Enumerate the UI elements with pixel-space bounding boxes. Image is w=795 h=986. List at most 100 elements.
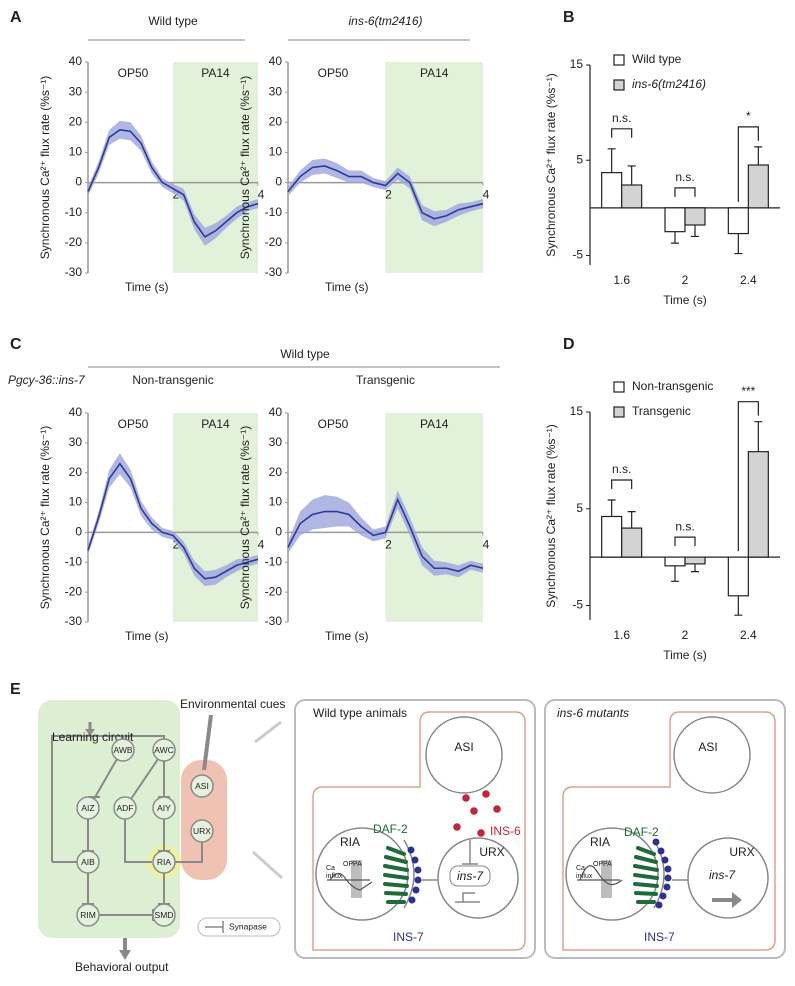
- significance-bracket: [674, 187, 696, 197]
- y-tick-label: 30: [69, 435, 83, 449]
- y-axis-label: Synchronous Ca²⁺ flux rate (%s⁻¹): [544, 424, 558, 607]
- line: [87, 462, 259, 580]
- label: ASI: [454, 740, 473, 754]
- error-band: [288, 158, 483, 227]
- legend-box: [197, 917, 281, 937]
- chart-title: ins-6(tm2416): [348, 14, 422, 28]
- neuron-label: SMD: [155, 910, 174, 920]
- y-tick-label: 20: [269, 465, 283, 479]
- legend-label: ins-6(tm2416): [632, 77, 706, 91]
- neuron: [152, 850, 176, 874]
- y-tick-label: 5: [576, 152, 583, 166]
- y-tick-label: 10: [69, 495, 83, 509]
- neuron-label: ASI: [195, 781, 209, 791]
- pa-window: [351, 860, 362, 898]
- legend-label: Transgenic: [632, 404, 691, 418]
- significance-bracket: [611, 128, 633, 138]
- y-tick-label: -5: [572, 248, 583, 262]
- x-axis-label: Time (s): [663, 648, 707, 662]
- neuron: [152, 903, 176, 927]
- neuron: [152, 796, 176, 820]
- error-bar: [754, 146, 763, 165]
- y-tick-label: -30: [265, 265, 283, 279]
- arrow-head: [119, 950, 131, 960]
- label: INS-6: [490, 824, 521, 838]
- legend-symbol: [205, 921, 224, 933]
- error-bar: [671, 231, 679, 244]
- dot: [477, 829, 485, 837]
- wire: [93, 758, 165, 800]
- neuron: [152, 738, 176, 762]
- label: INS-7: [644, 930, 675, 944]
- panel-label: C: [10, 336, 22, 353]
- dot: [659, 892, 667, 900]
- y-tick-label: -30: [65, 614, 83, 628]
- daf2-receptors: [633, 846, 659, 904]
- dot: [657, 847, 665, 855]
- x-tick-label: 4: [483, 538, 490, 552]
- asi-cell: [425, 716, 503, 794]
- error-bar: [754, 421, 763, 452]
- receptor: [633, 846, 659, 904]
- label: DAF-2: [624, 825, 659, 839]
- x-tick-label: 2: [385, 538, 392, 552]
- y-axis-label: Synchronous Ca²⁺ flux rate (%s⁻¹): [544, 73, 558, 256]
- x-axis-label: Time (s): [125, 280, 169, 294]
- membrane: [653, 839, 665, 909]
- panel-box: [544, 699, 786, 959]
- bar: [621, 527, 643, 558]
- legend-swatch: [613, 406, 625, 418]
- annotation: PA14: [420, 66, 449, 80]
- line: [87, 128, 259, 238]
- x-tick-label: 1.6: [613, 628, 630, 642]
- y-tick-label: 15: [570, 404, 584, 418]
- error-bar: [671, 565, 679, 582]
- bar: [621, 184, 643, 209]
- bar: [601, 515, 623, 558]
- x-axis-label: Time (s): [125, 629, 169, 643]
- x-tick-label: 4: [258, 538, 265, 552]
- neuron-label: AIY: [157, 803, 171, 813]
- neuron: [190, 819, 214, 843]
- annotation: OP50: [118, 417, 149, 431]
- y-axis-label: Synchronous Ca²⁺ flux rate (%s⁻¹): [38, 76, 52, 259]
- panel-label: A: [10, 9, 22, 26]
- annotation: OP50: [318, 417, 349, 431]
- line: [287, 497, 484, 573]
- neuron: [113, 796, 137, 820]
- asi-cell: [673, 716, 751, 794]
- legend-label: Wild type: [632, 52, 682, 66]
- y-tick-label: 5: [576, 501, 583, 515]
- neuron-label: RIM: [80, 910, 96, 920]
- label: influx: [326, 873, 343, 880]
- bar: [727, 207, 749, 235]
- annotation: PA14: [201, 417, 230, 431]
- bar: [684, 207, 706, 226]
- error-bar: [627, 511, 636, 529]
- legend-swatch: [613, 381, 625, 393]
- daf2-receptors: [383, 846, 409, 904]
- y-tick-label: -20: [65, 235, 83, 249]
- y-tick-label: 30: [269, 84, 283, 98]
- x-tick-label: 2: [385, 188, 392, 202]
- y-tick-label: 15: [570, 57, 584, 71]
- x-tick-label: 2: [682, 273, 689, 287]
- y-tick-label: 0: [75, 175, 82, 189]
- y-tick-label: -20: [265, 584, 283, 598]
- y-axis-label: Synchronous Ca²⁺ flux rate (%s⁻¹): [238, 426, 252, 609]
- panel-label: D: [563, 336, 575, 353]
- label: PA: [353, 861, 362, 868]
- ins7-dots: [407, 846, 422, 904]
- y-tick-label: 10: [269, 495, 283, 509]
- label: RIA: [340, 835, 360, 849]
- neuron-label: URX: [193, 826, 211, 836]
- neuron-label: AWB: [113, 745, 132, 755]
- label: OP: [343, 861, 353, 868]
- y-tick-label: -30: [65, 265, 83, 279]
- y-tick-label: -20: [65, 584, 83, 598]
- x-axis-label: Time (s): [325, 629, 369, 643]
- cell-outline: [312, 711, 526, 951]
- y-tick-label: 40: [269, 54, 283, 68]
- dot: [664, 874, 672, 882]
